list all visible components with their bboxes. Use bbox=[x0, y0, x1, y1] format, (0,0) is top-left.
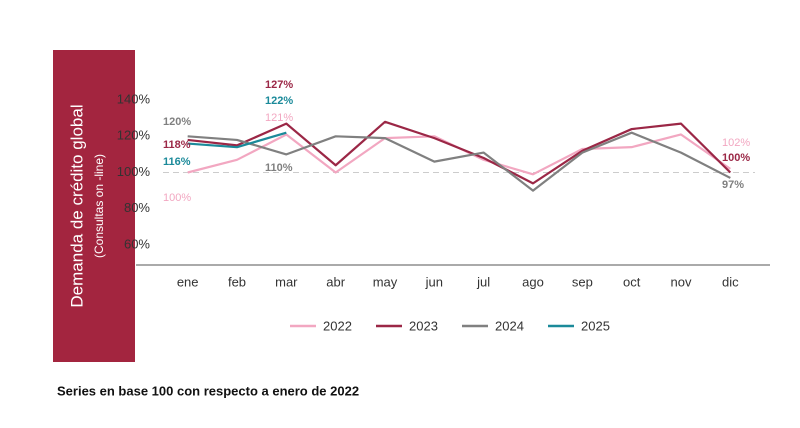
x-tick-label: oct bbox=[623, 274, 641, 289]
data-label: 110% bbox=[265, 162, 293, 174]
data-label: 120% bbox=[163, 116, 191, 128]
y-tick-label: 120% bbox=[117, 128, 151, 143]
data-label: 127% bbox=[265, 79, 293, 91]
y-tick-label: 60% bbox=[124, 236, 150, 251]
x-tick-label: mar bbox=[275, 274, 298, 289]
footnote: Series en base 100 con respecto a enero … bbox=[57, 383, 359, 398]
x-tick-label: dic bbox=[722, 274, 739, 289]
x-tick-label: feb bbox=[228, 274, 246, 289]
y-tick-label: 140% bbox=[117, 92, 151, 107]
series-line bbox=[187, 120, 732, 185]
data-label: 100% bbox=[163, 192, 191, 204]
data-label: 121% bbox=[265, 112, 293, 124]
x-tick-label: jul bbox=[476, 274, 490, 289]
data-label: 122% bbox=[265, 95, 293, 107]
y-axis-label: Demanda de crédito global bbox=[67, 104, 86, 307]
data-label: 97% bbox=[722, 179, 744, 191]
legend-label: 2023 bbox=[409, 318, 438, 333]
x-tick-label: sep bbox=[572, 274, 593, 289]
data-label: 116% bbox=[163, 156, 191, 168]
legend-label: 2024 bbox=[495, 318, 524, 333]
x-tick-label: abr bbox=[326, 274, 345, 289]
y-tick-label: 100% bbox=[117, 164, 151, 179]
data-label: 100% bbox=[722, 152, 750, 164]
legend-label: 2025 bbox=[581, 318, 610, 333]
data-label: 118% bbox=[163, 139, 191, 151]
x-tick-label: nov bbox=[671, 274, 692, 289]
y-tick-label: 80% bbox=[124, 200, 150, 215]
y-label-box bbox=[53, 50, 135, 362]
x-tick-label: ago bbox=[522, 274, 544, 289]
x-tick-label: ene bbox=[177, 274, 199, 289]
series-line bbox=[187, 131, 287, 149]
series-line bbox=[187, 131, 731, 192]
data-label: 102% bbox=[722, 137, 750, 149]
x-tick-label: may bbox=[373, 274, 398, 289]
y-axis-sublabel: (Consultas on -line) bbox=[92, 154, 106, 258]
x-tick-label: jun bbox=[425, 274, 443, 289]
legend-label: 2022 bbox=[323, 318, 352, 333]
